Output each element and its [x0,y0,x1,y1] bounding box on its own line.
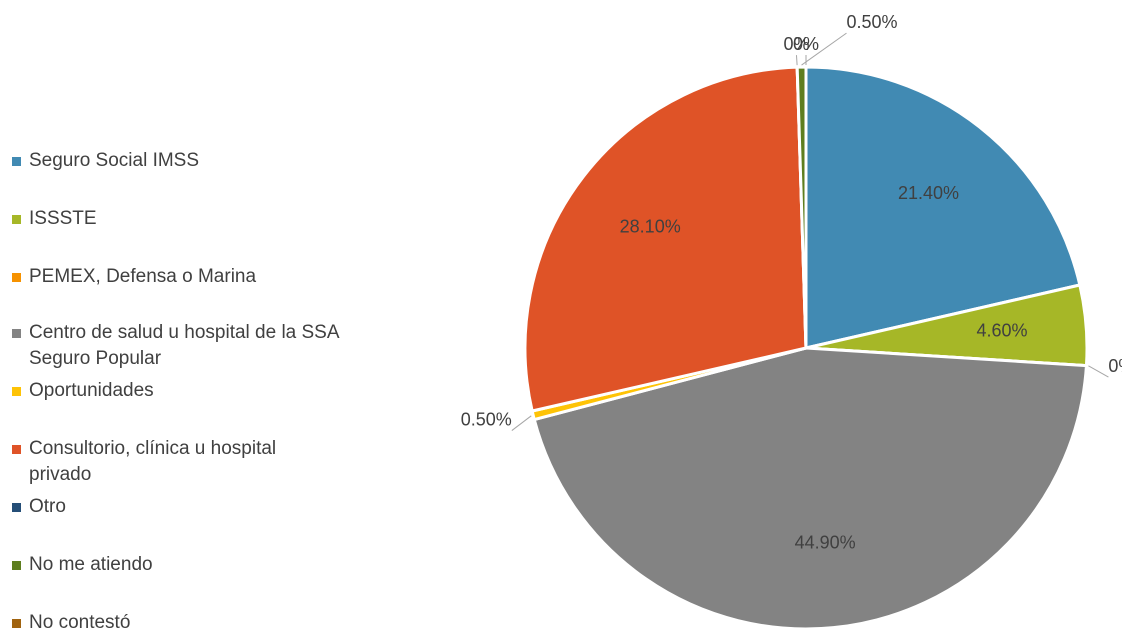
legend-label: No contestó [29,610,342,630]
legend-item: PEMEX, Defensa o Marina [12,264,342,290]
legend-swatch [12,445,21,454]
data-label: 0.50% [461,409,512,429]
data-label: 0% [1108,356,1122,376]
legend-swatch [12,503,21,512]
legend-item: Seguro Social IMSS [12,148,342,174]
legend-label: PEMEX, Defensa o Marina [29,264,342,290]
data-label: 0% [793,34,819,54]
legend-item: Otro [12,494,342,520]
legend-swatch [12,387,21,396]
data-label: 0.50% [846,12,897,32]
legend-swatch [12,619,21,628]
legend-item: No me atiendo [12,552,342,578]
legend-label: No me atiendo [29,552,342,578]
leader-line [512,416,531,431]
legend-swatch [12,273,21,282]
leader-line [1088,366,1108,377]
legend-swatch [12,329,21,338]
legend-label: Oportunidades [29,378,342,404]
legend-label: Centro de salud u hospital de la SSA Seg… [29,320,342,372]
legend-item: ISSSTE [12,206,342,232]
data-label: 21.40% [898,183,959,203]
legend-label: Seguro Social IMSS [29,148,342,174]
legend-swatch [12,561,21,570]
chart: 21.40%4.60%0%44.90%0.50%28.10%0%0.50%0% … [0,0,1122,630]
legend-swatch [12,157,21,166]
legend-item: Centro de salud u hospital de la SSA Seg… [12,320,342,372]
leader-line [796,55,797,65]
legend-item: No contestó [12,610,342,630]
legend-item: Consultorio, clínica u hospital privado [12,436,342,488]
data-label: 44.90% [795,533,856,553]
legend-label: Otro [29,494,342,520]
legend-label: ISSSTE [29,206,342,232]
legend-swatch [12,215,21,224]
data-label: 28.10% [620,217,681,237]
legend-label: Consultorio, clínica u hospital privado [29,436,342,488]
legend-item: Oportunidades [12,378,342,404]
pie-chart: 21.40%4.60%0%44.90%0.50%28.10%0%0.50%0% [0,0,1122,630]
data-label: 4.60% [977,321,1028,341]
